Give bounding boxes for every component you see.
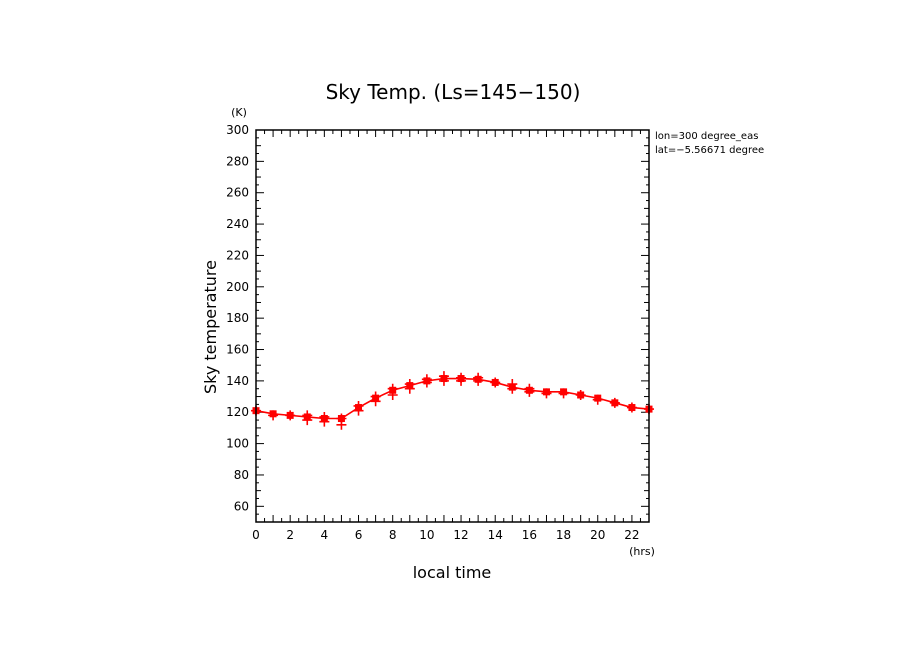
plus-marker: [438, 371, 449, 382]
x-axis-label: local time: [413, 563, 492, 582]
y-tick-label: 120: [226, 405, 249, 419]
plus-marker: [421, 374, 432, 385]
x-tick-label: 10: [419, 528, 434, 542]
y-tick-label: 280: [226, 154, 249, 168]
plus-marker: [524, 383, 535, 394]
x-unit-label: (hrs): [629, 545, 655, 558]
x-tick-label: 22: [624, 528, 639, 542]
chart-title: Sky Temp. (Ls=145−150): [326, 80, 581, 104]
series-line: [255, 377, 650, 420]
y-unit-label: (K): [231, 106, 247, 119]
plot-frame: [255, 129, 650, 523]
y-tick-label: 260: [226, 186, 249, 200]
plus-marker: [507, 379, 518, 390]
y-tick-label: 100: [226, 437, 249, 451]
plus-marker: [541, 388, 552, 399]
x-tick-label: 14: [488, 528, 503, 542]
y-axis-label: Sky temperature: [201, 260, 220, 394]
y-tick-label: 60: [234, 499, 249, 513]
axes: 0 2 4 6 8 10 12 14 16 18 20 22 60 80 100 120 140 160 180 20…: [226, 123, 650, 542]
y-tick-label: 160: [226, 343, 249, 357]
x-tick-label: 2: [286, 528, 294, 542]
y-tick-label: 200: [226, 280, 249, 294]
plus-marker: [609, 397, 620, 408]
plus-marker: [336, 413, 347, 424]
plus-marker: [558, 388, 569, 399]
plus-marker: [575, 389, 586, 400]
x-tick-label: 18: [556, 528, 571, 542]
x-tick-label: 16: [522, 528, 537, 542]
y-tick-label: 180: [226, 311, 249, 325]
plus-marker: [404, 379, 415, 390]
y-tick-label: 80: [234, 468, 249, 482]
x-tick-label: 20: [590, 528, 605, 542]
annotation-lon: lon=300 degree_eas: [655, 131, 758, 142]
data-series: [251, 371, 654, 430]
plus-marker: [490, 377, 501, 388]
x-tick-label: 12: [453, 528, 468, 542]
y-tick-label: 220: [226, 248, 249, 262]
y-tick-label: 300: [226, 123, 249, 137]
y-tick-label: 240: [226, 217, 249, 231]
x-tick-label: 6: [355, 528, 363, 542]
plus-marker: [626, 402, 637, 413]
plus-marker: [370, 391, 381, 402]
x-tick-label: 8: [389, 528, 397, 542]
plus-marker: [319, 411, 330, 422]
plus-marker: [473, 372, 484, 383]
plus-marker: [285, 410, 296, 421]
plus-marker: [387, 383, 398, 394]
x-tick-label: 0: [252, 528, 260, 542]
plus-marker: [456, 372, 467, 383]
x-tick-label: 4: [321, 528, 329, 542]
y-tick-label: 140: [226, 374, 249, 388]
annotation-lat: lat=−5.56671 degree: [655, 145, 764, 156]
plus-marker: [268, 410, 279, 421]
plus-marker: [353, 400, 364, 411]
plus-marker: [302, 410, 313, 421]
plus-marker: [592, 394, 603, 405]
